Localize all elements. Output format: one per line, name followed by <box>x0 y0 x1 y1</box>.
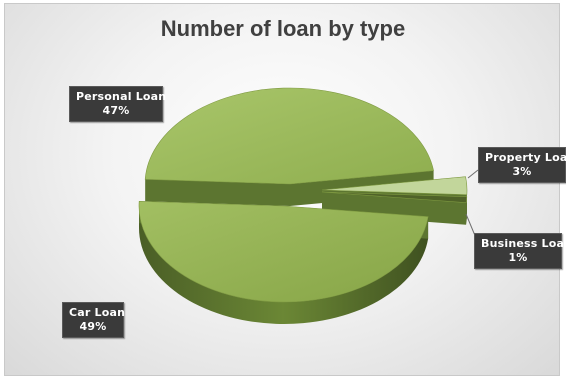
slice-top-car-loan <box>138 201 429 303</box>
slices-layer <box>138 87 468 324</box>
data-label-car-loan: Car Loan 49% <box>62 302 126 338</box>
slice-car-loan <box>138 201 429 324</box>
slice-business-loan <box>321 191 468 225</box>
slice-top-property-loan <box>321 176 468 195</box>
slice-percent-property-loan: 3% <box>512 165 532 178</box>
leader-lines <box>465 169 479 239</box>
slice-side-car-loan <box>139 206 429 324</box>
data-label-property-loan: Property Loan 3% <box>478 147 566 183</box>
slice-top-personal-loan <box>144 87 434 185</box>
slice-top-business-loan <box>321 191 468 204</box>
slice-percent-car-loan: 49% <box>79 320 107 333</box>
leader-line-property-loan <box>467 169 479 179</box>
slice-percent-business-loan: 1% <box>508 251 528 264</box>
slice-label-property-loan: Property Loan <box>485 151 566 164</box>
data-label-business-loan: Business Loan 1% <box>474 233 566 269</box>
data-label-personal-loan: Personal Loan 47% <box>69 86 167 122</box>
chart-title: Number of loan by type <box>160 16 406 41</box>
slice-percent-personal-loan: 47% <box>102 104 130 117</box>
slice-wall-personal-loan <box>145 179 290 206</box>
slice-label-business-loan: Business Loan <box>481 237 566 250</box>
slice-label-car-loan: Car Loan <box>69 306 126 319</box>
slice-label-personal-loan: Personal Loan <box>76 90 167 103</box>
